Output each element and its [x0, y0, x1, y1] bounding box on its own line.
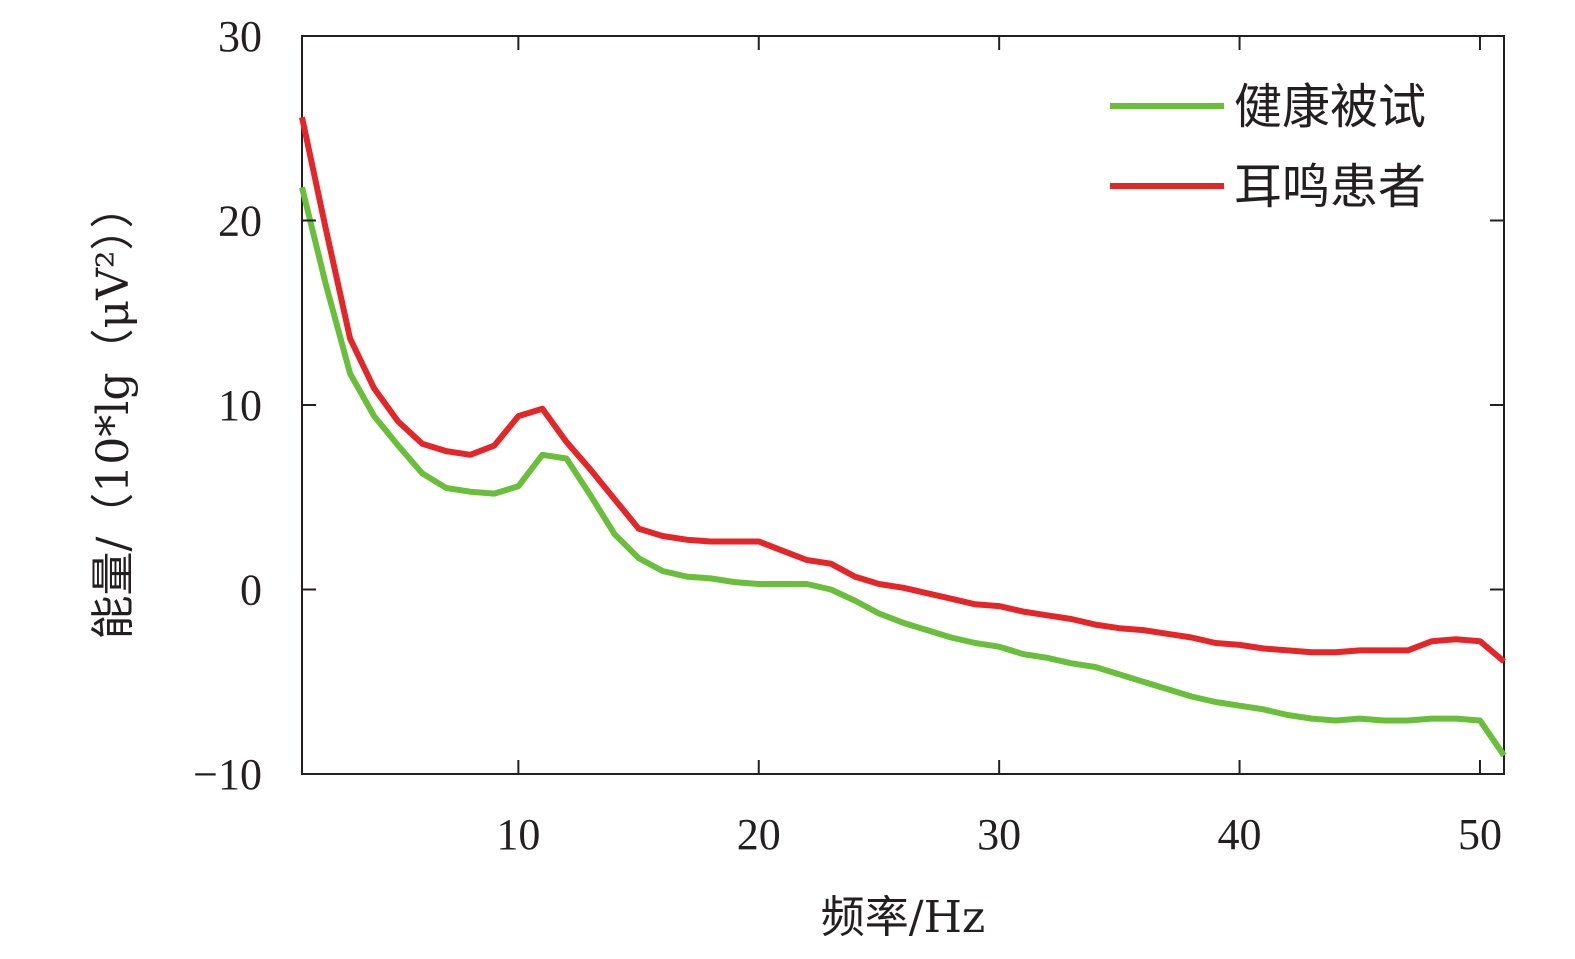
- y-tick-label: 20: [218, 197, 262, 246]
- plot-area: [299, 35, 1507, 775]
- series-line-2: [299, 116, 1506, 664]
- x-tick-label: 50: [1458, 810, 1502, 859]
- x-tick-label: 30: [977, 810, 1021, 859]
- y-axis-ticks: −10 0 10 20 30: [193, 12, 1504, 799]
- x-axis-title: 频率/Hz: [821, 892, 985, 943]
- x-axis-ticks: 10 20 30 40 50: [496, 36, 1502, 859]
- legend-label: 耳鸣患者: [1234, 159, 1426, 215]
- legend-label: 健康被试: [1234, 79, 1426, 135]
- x-tick-label: 20: [737, 810, 781, 859]
- y-axis-title: 能量/（10*lg（μV²））: [88, 184, 139, 639]
- series-line-1: [299, 186, 1507, 758]
- x-tick-label: 10: [496, 810, 540, 859]
- y-tick-label: −10: [193, 750, 262, 799]
- plot-frame: [301, 35, 1505, 775]
- y-tick-label: 0: [240, 566, 262, 615]
- y-tick-label: 10: [218, 381, 262, 430]
- y-tick-label: 30: [218, 12, 262, 61]
- x-tick-label: 40: [1218, 810, 1262, 859]
